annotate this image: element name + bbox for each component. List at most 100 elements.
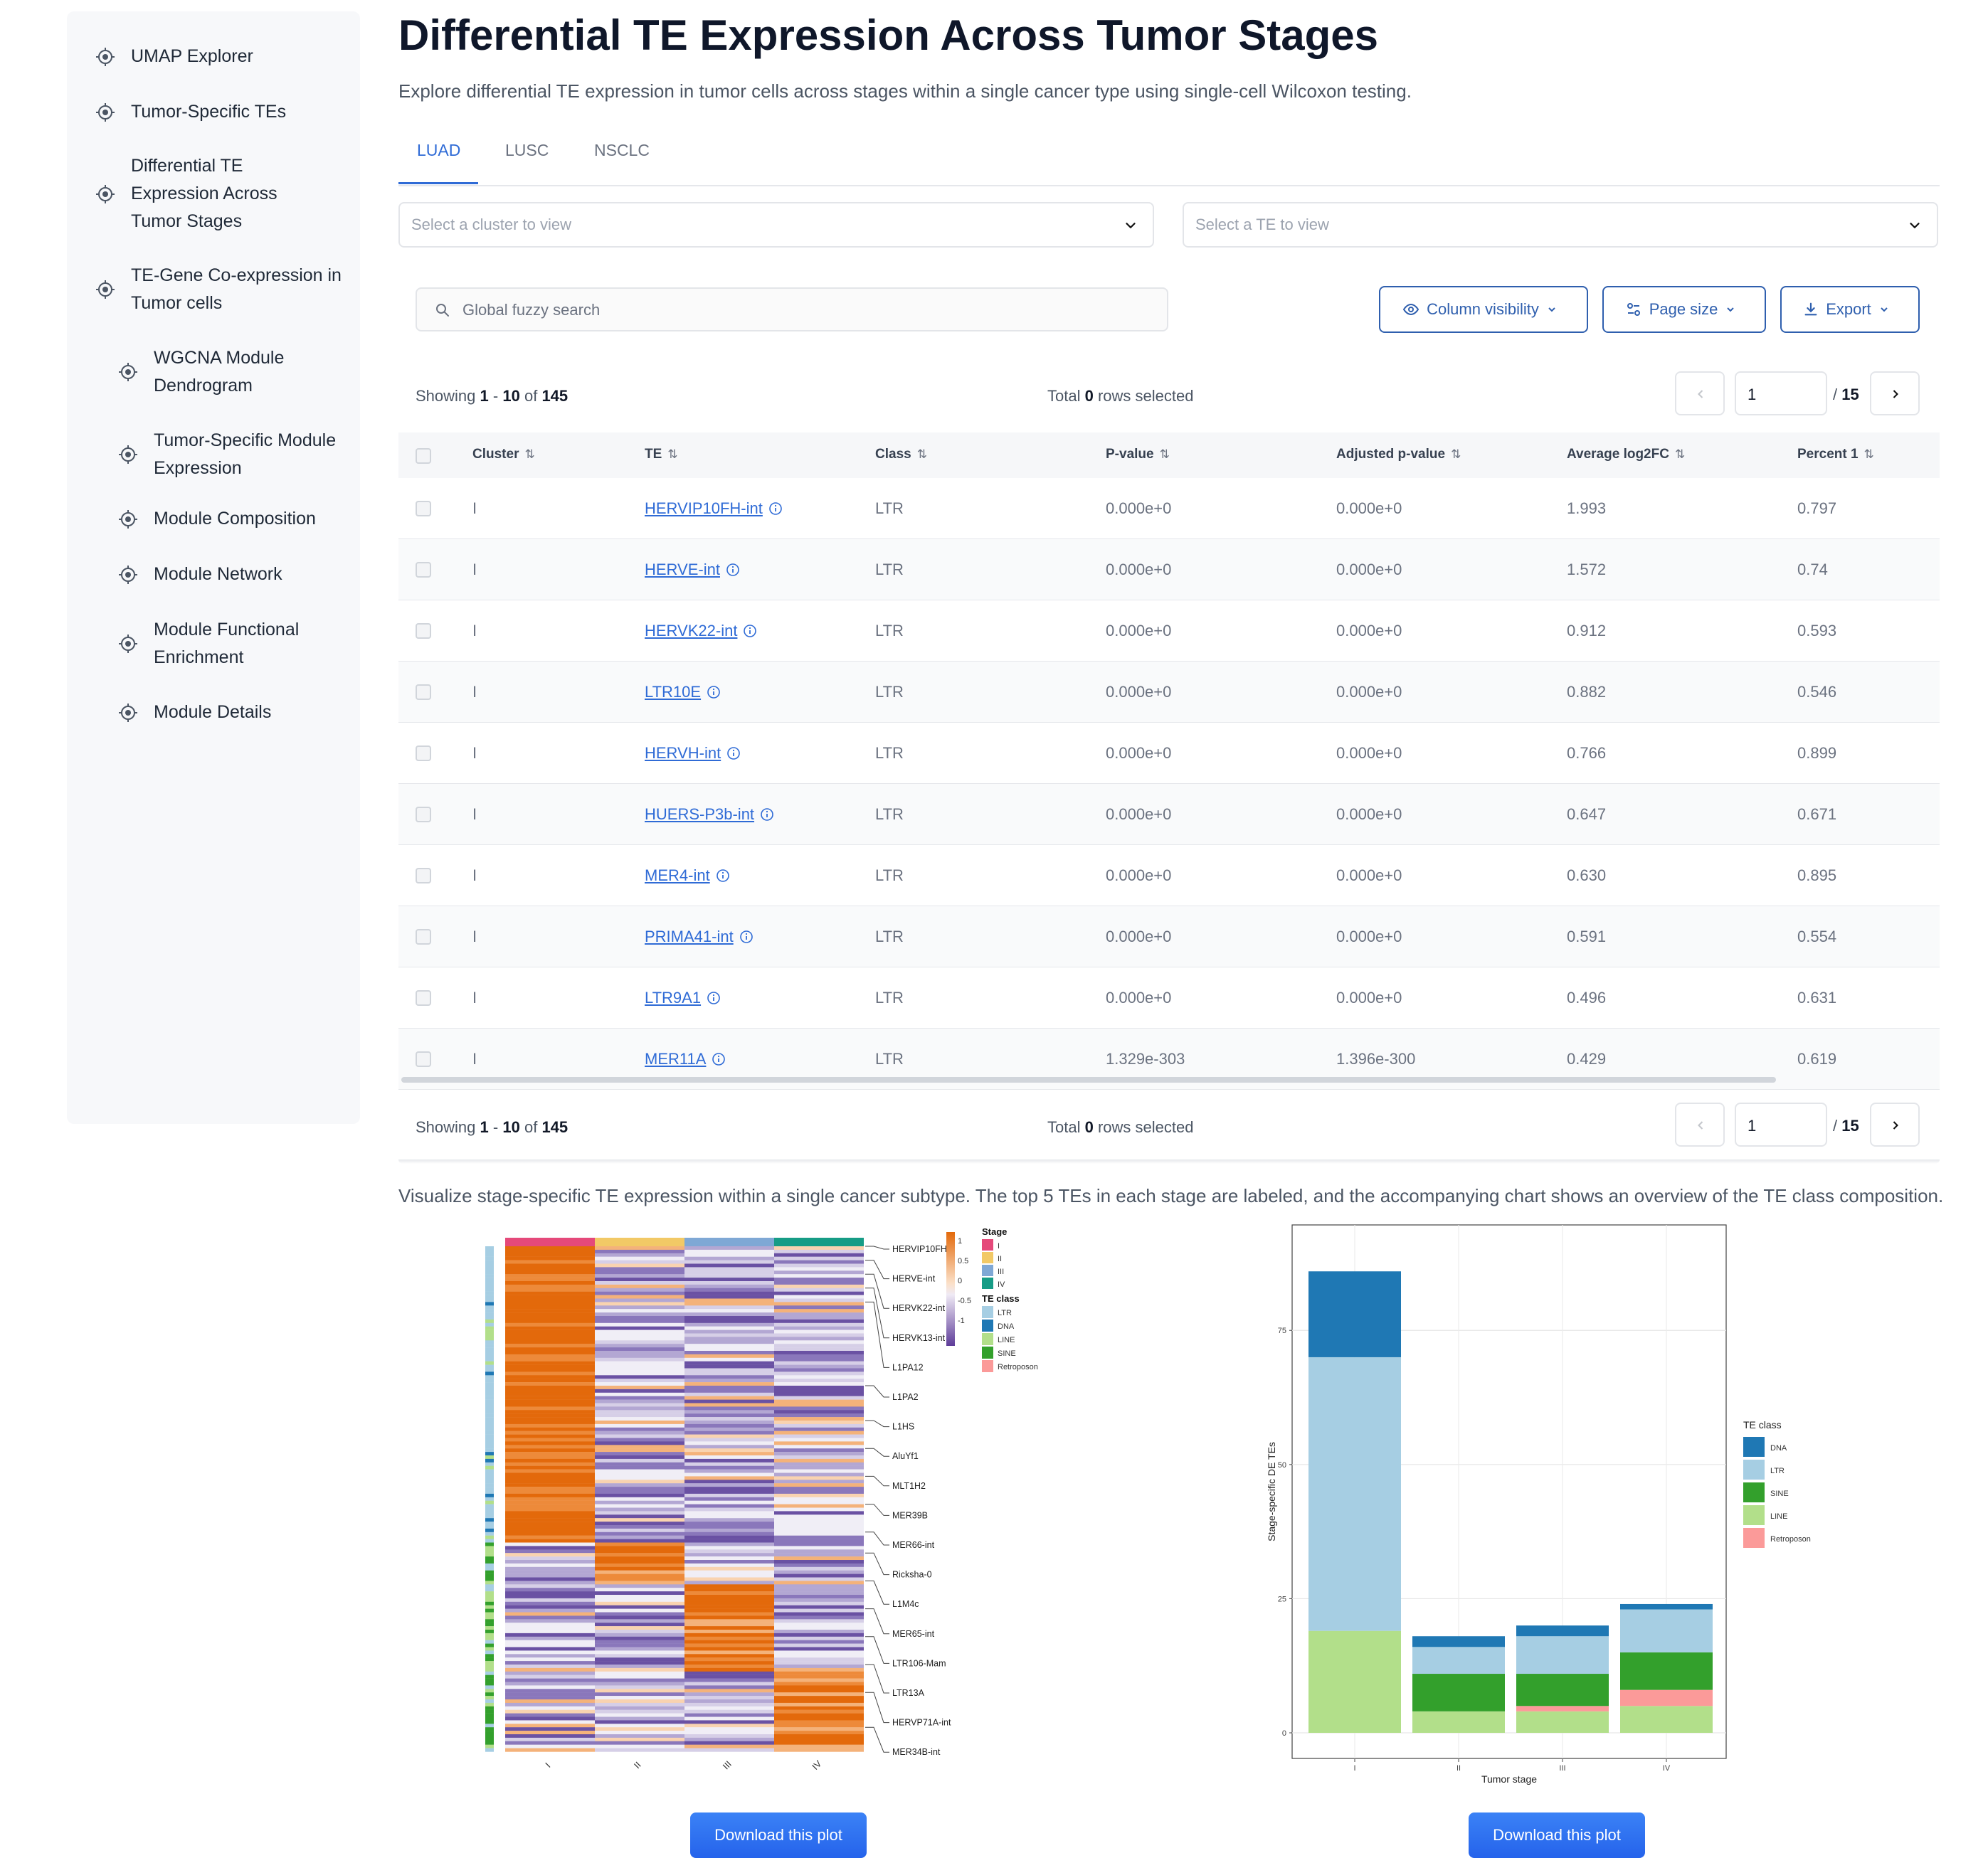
sidebar-item[interactable]: UMAP Explorer <box>95 43 344 70</box>
info-icon[interactable] <box>712 1052 726 1066</box>
next-page-button[interactable] <box>1870 371 1920 415</box>
column-visibility-button[interactable]: Column visibility <box>1379 286 1588 333</box>
row-checkbox[interactable] <box>416 990 431 1006</box>
table-row[interactable]: I MER4-int LTR 0.000e+0 0.000e+0 0.630 0.895 <box>398 845 1940 906</box>
cell-te[interactable]: HERVK22-int <box>645 622 757 640</box>
row-checkbox[interactable] <box>416 1051 431 1067</box>
page-number-input[interactable]: 1 <box>1735 1103 1827 1147</box>
column-header-cluster[interactable]: Cluster ⇅ <box>472 447 535 462</box>
sidebar-item[interactable]: Module Composition <box>118 505 339 533</box>
cell-te[interactable]: HERVIP10FH-int <box>645 499 783 518</box>
cluster-select[interactable]: Select a cluster to view <box>398 202 1154 248</box>
page-number-input[interactable]: 1 <box>1735 371 1827 415</box>
row-checkbox[interactable] <box>416 562 431 578</box>
download-barchart-button[interactable]: Download this plot <box>1469 1812 1645 1858</box>
cell-te[interactable]: HUERS-P3b-int <box>645 805 774 824</box>
heatmap-cell <box>595 1570 684 1574</box>
info-icon[interactable] <box>707 991 721 1005</box>
te-class-annotation-cell <box>485 1685 494 1689</box>
select-all-checkbox[interactable] <box>416 448 431 464</box>
te-link[interactable]: HERVE-int <box>645 561 720 578</box>
te-link[interactable]: MER11A <box>645 1050 707 1068</box>
te-link[interactable]: HERVK22-int <box>645 622 738 639</box>
info-icon[interactable] <box>726 563 740 577</box>
te-link[interactable]: HERVH-int <box>645 744 721 762</box>
heatmap-cell <box>505 1623 595 1627</box>
cell-te[interactable]: MER11A <box>645 1050 726 1068</box>
column-header-adjusted-p-value[interactable]: Adjusted p-value ⇅ <box>1336 447 1461 462</box>
sliders-icon <box>1627 303 1640 316</box>
te-select[interactable]: Select a TE to view <box>1183 202 1938 248</box>
info-icon[interactable] <box>739 930 754 944</box>
tab-nsclc[interactable]: NSCLC <box>594 141 650 159</box>
info-icon[interactable] <box>760 807 774 822</box>
page-size-button[interactable]: Page size <box>1602 286 1766 333</box>
cell-te[interactable]: MER4-int <box>645 866 730 885</box>
heatmap-cell <box>595 1375 684 1379</box>
te-link[interactable]: HUERS-P3b-int <box>645 805 755 823</box>
row-checkbox[interactable] <box>416 501 431 516</box>
tab-lusc[interactable]: LUSC <box>505 141 549 159</box>
prev-page-button[interactable] <box>1675 1103 1725 1147</box>
next-page-button[interactable] <box>1870 1103 1920 1147</box>
label-leader-line <box>865 1532 889 1546</box>
row-checkbox[interactable] <box>416 929 431 945</box>
info-icon[interactable] <box>726 746 741 760</box>
export-button[interactable]: Export <box>1780 286 1920 333</box>
te-link[interactable]: HERVIP10FH-int <box>645 499 763 517</box>
table-row[interactable]: I HERVIP10FH-int LTR 0.000e+0 0.000e+0 1.993 0… <box>398 478 1940 539</box>
table-row[interactable]: I HERVH-int LTR 0.000e+0 0.000e+0 0.766 0.899 <box>398 723 1940 784</box>
te-link[interactable]: LTR9A1 <box>645 989 702 1007</box>
te-link[interactable]: LTR10E <box>645 683 702 701</box>
te-link[interactable]: PRIMA41-int <box>645 928 734 945</box>
sidebar-item[interactable]: TE-Gene Co-expression in Tumor cells <box>95 262 344 317</box>
row-checkbox[interactable] <box>416 623 431 639</box>
sidebar-item[interactable]: Differential TE Expression Across Tumor … <box>95 152 302 235</box>
heatmap-cell <box>774 1469 864 1473</box>
te-class-annotation-cell <box>485 1288 494 1292</box>
table-row[interactable]: I PRIMA41-int LTR 0.000e+0 0.000e+0 0.591 0.55… <box>398 906 1940 967</box>
cell-average-log2fc: 0.429 <box>1567 1050 1607 1068</box>
table-row[interactable]: I HERVK22-int LTR 0.000e+0 0.000e+0 0.912 0.59… <box>398 600 1940 662</box>
sidebar-item[interactable]: Tumor-Specific TEs <box>95 98 344 126</box>
te-link[interactable]: MER4-int <box>645 866 710 884</box>
cell-te[interactable]: LTR10E <box>645 683 721 701</box>
table-row[interactable]: I LTR10E LTR 0.000e+0 0.000e+0 0.882 0.546 <box>398 662 1940 723</box>
sidebar-item[interactable]: Module Functional Enrichment <box>118 616 324 672</box>
table-row[interactable]: I HUERS-P3b-int LTR 0.000e+0 0.000e+0 0.647 0.… <box>398 784 1940 845</box>
info-icon[interactable] <box>716 869 730 883</box>
column-header-average-log2fc[interactable]: Average log2FC ⇅ <box>1567 447 1685 462</box>
heatmap-cell <box>595 1438 684 1442</box>
download-heatmap-button[interactable]: Download this plot <box>690 1812 867 1858</box>
sidebar-item[interactable]: Module Details <box>118 699 339 726</box>
heatmap-cell <box>505 1288 595 1292</box>
cell-te[interactable]: LTR9A1 <box>645 989 721 1007</box>
column-header-p-value[interactable]: P-value ⇅ <box>1106 447 1170 462</box>
heatmap-cell <box>774 1713 864 1717</box>
row-checkbox[interactable] <box>416 745 431 761</box>
info-icon[interactable] <box>707 685 721 699</box>
column-header-te[interactable]: TE ⇅ <box>645 447 678 462</box>
sidebar-item[interactable]: WGCNA Module Dendrogram <box>118 344 324 400</box>
heatmap-cell <box>505 1556 595 1561</box>
global-search-input[interactable]: Global fuzzy search <box>416 287 1168 331</box>
info-icon[interactable] <box>743 624 757 638</box>
sidebar-item[interactable]: Tumor-Specific Module Expression <box>118 427 339 482</box>
table-row[interactable]: I HERVE-int LTR 0.000e+0 0.000e+0 1.572 0.74 <box>398 539 1940 600</box>
heatmap-cell <box>595 1284 684 1288</box>
horizontal-scrollbar[interactable] <box>401 1077 1776 1083</box>
table-row[interactable]: I LTR9A1 LTR 0.000e+0 0.000e+0 0.496 0.631 <box>398 967 1940 1029</box>
sidebar-item[interactable]: Module Network <box>118 561 339 588</box>
cell-te[interactable]: HERVE-int <box>645 561 740 579</box>
heatmap-cell <box>684 1458 774 1463</box>
column-header-percent-1[interactable]: Percent 1 ⇅ <box>1797 447 1874 462</box>
prev-page-button[interactable] <box>1675 371 1725 415</box>
row-checkbox[interactable] <box>416 807 431 822</box>
row-checkbox[interactable] <box>416 868 431 883</box>
cell-te[interactable]: HERVH-int <box>645 744 741 763</box>
cell-te[interactable]: PRIMA41-int <box>645 928 754 946</box>
row-checkbox[interactable] <box>416 684 431 700</box>
column-header-class[interactable]: Class ⇅ <box>875 447 927 462</box>
info-icon[interactable] <box>768 501 783 516</box>
tab-luad[interactable]: LUAD <box>417 141 461 159</box>
